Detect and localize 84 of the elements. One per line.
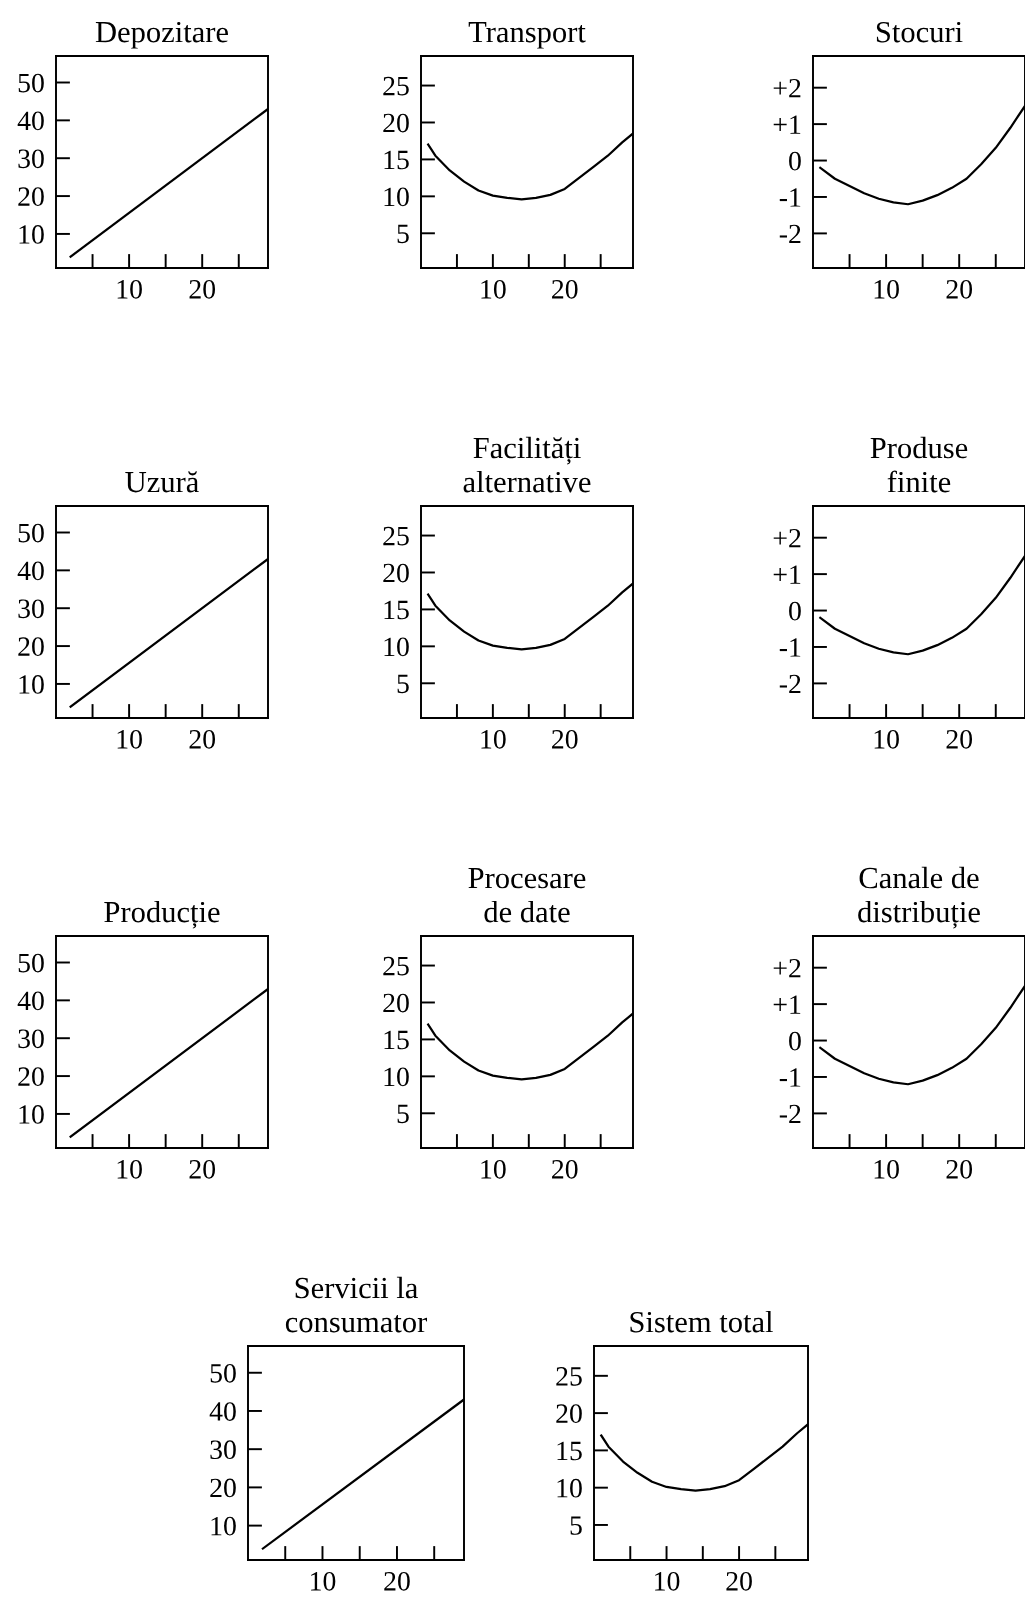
y-tick-label: 20 [18,187,44,206]
y-tick-label: 20 [383,993,409,1013]
chart-title: Sistem total [630,1310,773,1333]
chart-title: Procesare de date [468,868,586,923]
y-tick-label: 25 [383,76,409,96]
y-tick-label: 50 [18,523,44,543]
y-tick-label: 10 [384,1067,409,1087]
chart-title: Transport [468,22,586,49]
y-tick-label: 0 [789,601,801,621]
chart-title: Depozitare [95,21,228,49]
chart-title: Produse finite [870,436,968,493]
y-tick-label: 40 [17,561,44,581]
x-tick-label: 20 [189,1159,216,1179]
y-tick-label: 20 [383,113,409,133]
chart-title: Canale de distribuție [858,866,980,929]
x-tick-label: 20 [189,279,216,299]
y-tick-label: 10 [557,1478,582,1498]
x-tick-label: 20 [946,1159,973,1179]
chart-title: Producție [104,900,220,929]
y-tick-label: +1 [773,565,801,584]
x-tick-label: 10 [655,1571,680,1591]
y-tick-label: 10 [19,225,44,244]
chart-title: Uzură [125,471,199,493]
y-tick-label: 20 [383,563,409,583]
y-tick-label: -2 [779,224,801,244]
y-tick-label: 30 [18,149,44,169]
y-tick-label: 10 [384,637,409,657]
chart-title: Stocuri [876,21,963,43]
chart-title: Facilități alternative [463,436,591,493]
x-tick-label: 10 [481,1159,506,1179]
y-tick-label: 40 [17,111,44,131]
y-tick-label: +2 [773,78,801,98]
y-tick-label: 40 [209,1402,236,1421]
y-tick-label: 25 [383,956,409,976]
y-tick-label: -1 [779,638,801,657]
y-tick-label: 15 [384,150,409,170]
y-tick-label: 50 [18,953,44,973]
y-tick-label: 15 [384,600,409,620]
x-tick-label: 20 [946,729,973,749]
y-tick-label: 0 [789,151,801,171]
y-tick-label: 0 [789,1031,801,1051]
chart-title: Servicii la consumator [285,1276,428,1333]
y-tick-label: 50 [18,73,44,93]
y-tick-label: 20 [210,1478,236,1498]
x-tick-label: 20 [726,1571,752,1591]
x-tick-label: 10 [311,1571,336,1591]
y-tick-label: 5 [570,1516,582,1535]
y-tick-label: 30 [18,1029,44,1049]
y-tick-label: +1 [773,995,801,1014]
y-tick-label: +2 [773,528,801,548]
y-tick-label: 30 [210,1440,236,1460]
y-tick-label: 50 [210,1363,236,1383]
y-tick-label: +1 [773,115,801,134]
y-tick-label: -1 [779,1068,801,1087]
y-tick-label: 5 [397,224,409,244]
x-tick-label: 20 [189,729,216,749]
x-tick-label: 10 [481,729,506,749]
y-tick-label: -1 [779,188,801,207]
x-tick-label: 10 [481,279,506,299]
y-tick-label: 10 [384,187,409,207]
y-tick-label: 10 [211,1516,236,1536]
y-tick-label: 40 [17,991,44,1011]
x-tick-label: 10 [874,279,899,299]
y-tick-label: 20 [18,637,44,656]
y-tick-label: 20 [18,1067,44,1086]
y-tick-label: 25 [383,526,409,546]
x-tick-label: 10 [117,279,142,299]
x-tick-label: 20 [946,279,973,299]
y-tick-label: +2 [773,958,801,978]
y-tick-label: 15 [557,1441,582,1461]
x-tick-label: 10 [117,1159,142,1179]
y-tick-label: -2 [779,674,801,694]
y-tick-label: 20 [556,1404,582,1424]
y-tick-label: 10 [19,1105,44,1124]
x-tick-label: 10 [117,729,142,749]
y-tick-label: 30 [18,599,44,619]
x-tick-label: 10 [874,1159,899,1179]
y-tick-label: 15 [384,1030,409,1050]
y-tick-label: 10 [19,675,44,694]
x-tick-label: 10 [874,729,899,749]
y-tick-label: -2 [779,1104,801,1124]
y-tick-label: 5 [397,674,409,694]
y-tick-label: 25 [556,1367,582,1386]
y-tick-label: 5 [397,1104,409,1124]
